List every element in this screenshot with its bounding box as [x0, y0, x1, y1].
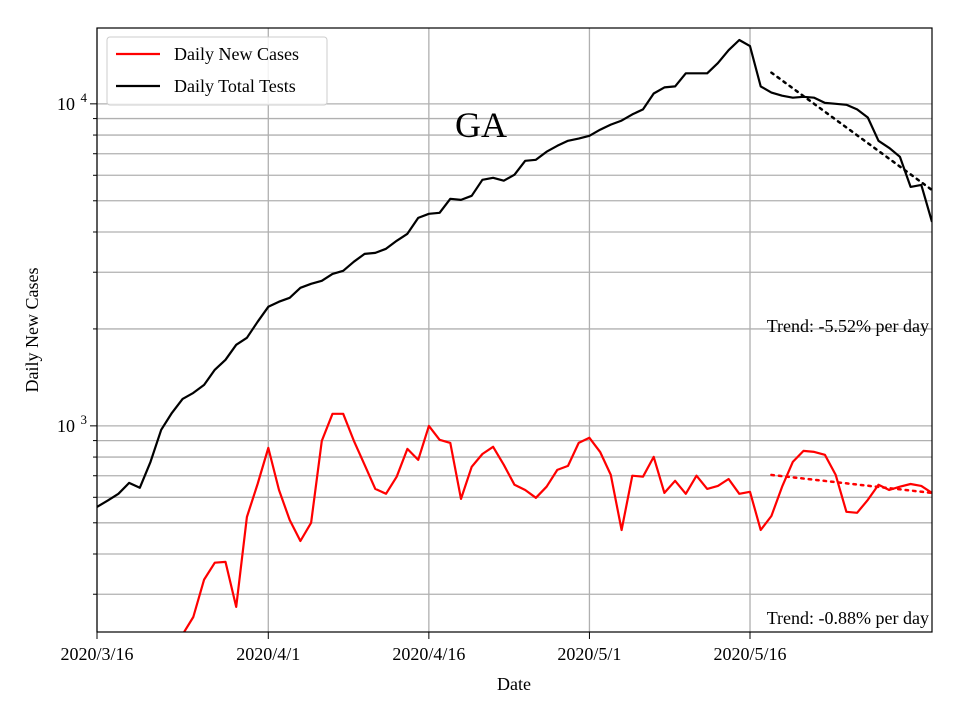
- legend: Daily New Cases Daily Total Tests: [106, 36, 328, 106]
- trend-label-tests: Trend: -5.52% per day: [767, 316, 929, 336]
- y-axis-label: Daily New Cases: [22, 268, 42, 393]
- legend-label-cases: Daily New Cases: [174, 44, 299, 64]
- trend-line-tests: [770, 71, 932, 192]
- y-tick-exponent: 4: [81, 90, 88, 105]
- legend-box: [106, 36, 328, 106]
- x-tick-label: 2020/3/16: [60, 644, 133, 664]
- series-line-cases: [182, 412, 932, 632]
- x-axis-label: Date: [497, 674, 531, 694]
- series-line-tests: [97, 38, 932, 508]
- y-tick-exponent: 3: [81, 412, 88, 427]
- legend-label-tests: Daily Total Tests: [174, 76, 296, 96]
- x-tick-label: 2020/5/1: [557, 644, 621, 664]
- y-tick-label: 10: [57, 94, 75, 114]
- chart-title: GA: [455, 105, 507, 145]
- y-tick-label: 10: [57, 416, 75, 436]
- series-lines: [97, 38, 932, 632]
- x-tick-label: 2020/5/16: [714, 644, 787, 664]
- trend-line-cases: [770, 473, 932, 495]
- axes: 10 3 10 4 2020/3/16 2020/4/1 2020/4/16 2020/5/1…: [57, 90, 787, 664]
- trend-label-cases: Trend: -0.88% per day: [767, 608, 929, 628]
- x-tick-label: 2020/4/16: [392, 644, 465, 664]
- plot-frame: [96, 27, 933, 633]
- trend-lines: [770, 71, 932, 495]
- x-tick-label: 2020/4/1: [236, 644, 300, 664]
